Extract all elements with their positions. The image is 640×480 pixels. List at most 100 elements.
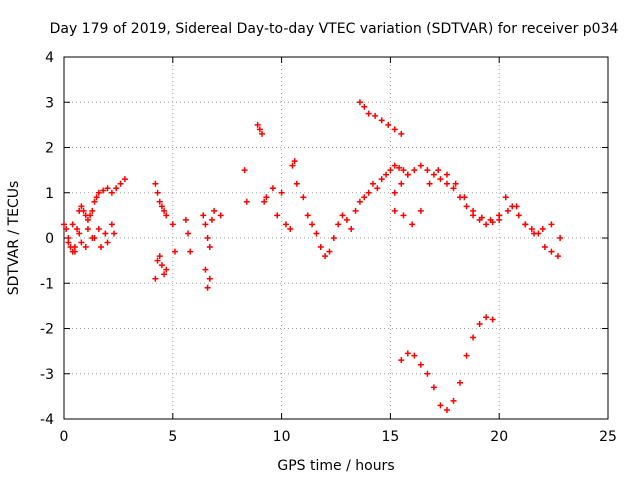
data-point: [91, 198, 98, 205]
data-point: [84, 216, 91, 223]
data-point: [404, 350, 411, 357]
data-point: [169, 221, 176, 228]
y-tick-label: -4: [40, 412, 54, 428]
data-point: [391, 162, 398, 169]
data-point: [383, 171, 390, 178]
data-point: [241, 167, 248, 174]
data-point: [398, 357, 405, 364]
data-points: [61, 99, 564, 413]
data-point: [424, 370, 431, 377]
x-axis-label: GPS time / hours: [277, 458, 394, 474]
data-point: [87, 212, 94, 219]
data-point: [398, 130, 405, 137]
y-tick-label: -1: [40, 276, 54, 292]
data-point: [309, 221, 316, 228]
data-point: [437, 402, 444, 409]
data-point: [387, 167, 394, 174]
data-point: [404, 171, 411, 178]
data-point: [398, 180, 405, 187]
data-point: [156, 253, 163, 260]
data-point: [496, 212, 503, 219]
data-point: [171, 248, 178, 255]
data-point: [443, 171, 450, 178]
data-point: [409, 221, 416, 228]
data-point: [528, 225, 535, 232]
data-point: [457, 379, 464, 386]
data-point: [396, 164, 403, 171]
data-point: [202, 221, 209, 228]
data-point: [515, 212, 522, 219]
data-point: [289, 162, 296, 169]
data-point: [391, 207, 398, 214]
data-point: [206, 275, 213, 282]
data-point: [154, 257, 161, 264]
data-point: [483, 314, 490, 321]
data-point: [104, 239, 111, 246]
chart-title: Day 179 of 2019, Sidereal Day-to-day VTE…: [50, 21, 619, 37]
data-point: [185, 230, 192, 237]
data-point: [378, 176, 385, 183]
data-point: [113, 185, 120, 192]
data-point: [200, 212, 207, 219]
data-point: [361, 103, 368, 110]
data-point: [163, 212, 170, 219]
y-tick-label: 3: [45, 95, 54, 111]
data-point: [335, 221, 342, 228]
data-point: [287, 225, 294, 232]
data-point: [89, 235, 96, 241]
data-point: [158, 203, 165, 210]
data-point: [554, 253, 561, 260]
data-point: [117, 180, 124, 187]
data-point: [535, 230, 542, 237]
data-point: [424, 167, 431, 174]
data-point: [330, 235, 337, 241]
data-point: [158, 262, 165, 269]
data-point: [97, 244, 104, 251]
data-point: [259, 130, 266, 137]
data-point: [365, 189, 372, 196]
data-point: [478, 214, 485, 221]
data-point: [93, 194, 100, 201]
data-point: [121, 176, 128, 183]
data-point: [369, 180, 376, 187]
data-point: [206, 244, 213, 251]
data-point: [557, 235, 564, 241]
data-point: [504, 207, 511, 214]
data-point: [483, 221, 490, 228]
data-point: [426, 180, 433, 187]
data-point: [400, 167, 407, 174]
data-point: [256, 126, 263, 133]
y-tick-label: 1: [45, 186, 54, 202]
data-point: [100, 187, 107, 194]
data-point: [378, 117, 385, 124]
data-point: [326, 248, 333, 255]
data-point: [356, 198, 363, 205]
data-point: [78, 203, 85, 210]
data-point: [372, 112, 379, 119]
data-point: [69, 221, 76, 228]
data-point: [82, 244, 89, 251]
y-tick-label: 4: [45, 50, 54, 66]
data-point: [102, 230, 109, 237]
data-point: [152, 275, 159, 282]
data-point: [450, 397, 457, 404]
data-point: [348, 225, 355, 232]
x-tick-label: 25: [599, 429, 617, 445]
data-point: [339, 212, 346, 219]
x-tick-label: 10: [273, 429, 291, 445]
data-point: [548, 221, 555, 228]
data-point: [343, 216, 350, 223]
data-point: [539, 225, 546, 232]
y-tick-label: -3: [40, 367, 54, 383]
data-point: [411, 352, 418, 359]
data-point: [356, 99, 363, 106]
data-point: [208, 216, 215, 223]
data-point: [278, 189, 285, 196]
data-point: [161, 271, 168, 278]
data-point: [61, 221, 67, 228]
data-point: [430, 384, 437, 391]
data-point: [437, 176, 444, 183]
data-point: [161, 207, 168, 214]
data-point: [417, 207, 424, 214]
